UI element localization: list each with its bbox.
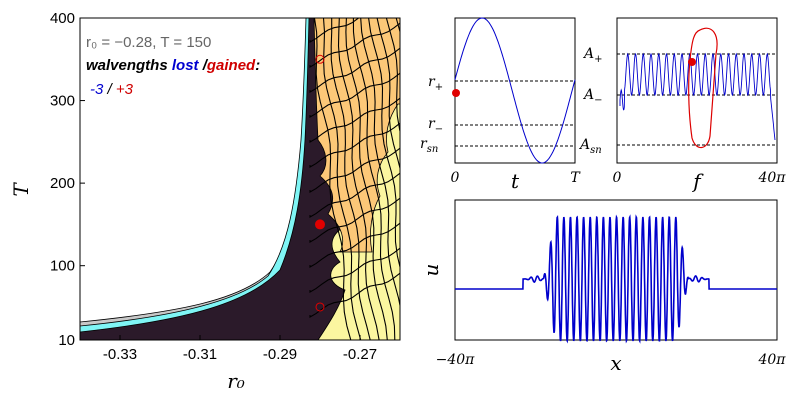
y-axis-label: T — [9, 182, 33, 197]
ramp-profile-panel: r+ r− rsn 0 T t — [420, 17, 581, 193]
xtick-label: -0.27 — [343, 346, 377, 363]
ytick-a-plus: A+ — [582, 46, 603, 65]
ramp-start-marker — [452, 89, 460, 97]
ytick-r-plus: r+ — [428, 74, 443, 93]
boundary-line — [309, 47, 400, 93]
boundary-line — [309, 18, 360, 43]
xtick-40pi: 40π — [757, 170, 786, 186]
amplitude-marker — [688, 58, 696, 66]
xtick-minus-40pi: −40π — [436, 352, 476, 368]
ytick-a-minus: A− — [582, 87, 603, 106]
amplitude-trace-panel: A+ A− Asn 0 40π f — [578, 17, 786, 193]
xtick-label: -0.33 — [103, 346, 137, 363]
ytick-label: 100 — [50, 258, 75, 275]
ramp-curve — [454, 17, 576, 164]
ytick-a-sn: Asn — [578, 137, 602, 156]
amplitude-oscillation — [619, 52, 776, 141]
reference-parameter-marker — [315, 302, 325, 312]
param-annotation: r₀ = −0.28, T = 150 — [86, 34, 211, 51]
region-orange — [313, 18, 400, 253]
existence-region-panel: -0.33 -0.31 -0.29 -0.27 10 100 200 300 400 r₀ = … — [9, 10, 401, 393]
ytick-label: 400 — [50, 10, 75, 27]
boundary-line — [309, 122, 400, 168]
boundary-line — [309, 72, 400, 118]
legend-annotation: walvengths lost /gained: — [86, 57, 260, 74]
boundary-line — [329, 18, 371, 340]
pattern-x-label: x — [610, 351, 621, 375]
xtick-label: -0.31 — [183, 346, 217, 363]
ytick-label: 300 — [50, 93, 75, 110]
boundary-line — [345, 18, 388, 340]
xtick-label: -0.29 — [263, 346, 297, 363]
boundary-line — [309, 247, 400, 293]
xtick-zero: 0 — [451, 170, 460, 186]
amp-x-label: f — [691, 169, 704, 193]
pattern-y-label: u — [419, 264, 443, 277]
ytick-label: 200 — [50, 175, 75, 192]
ytick-r-sn: rsn — [420, 136, 438, 155]
x-axis-label: r₀ — [227, 369, 245, 393]
xtick-T: T — [570, 170, 581, 186]
boundary-line — [309, 97, 400, 143]
ytick-r-minus: r− — [428, 116, 443, 135]
boundary-line — [360, 18, 400, 309]
pattern-curve — [455, 214, 777, 344]
xtick-40pi: 40π — [757, 352, 786, 368]
selected-parameter-marker — [315, 219, 325, 230]
reference-parameter-marker — [315, 54, 325, 64]
boundary-line — [309, 22, 400, 68]
boundary-line — [376, 18, 400, 171]
boundary-line — [352, 18, 396, 340]
legend-values: -3 / +3 — [90, 81, 134, 98]
ramp-x-label: t — [511, 169, 520, 193]
pattern-profile-panel: −40π 40π x u — [419, 199, 786, 375]
boundary-line — [385, 18, 400, 134]
boundary-line — [309, 172, 400, 218]
axis-ticks: -0.33 -0.31 -0.29 -0.27 10 100 200 300 400 — [50, 10, 377, 363]
boundary-line — [309, 147, 400, 193]
ytick-label: 10 — [58, 332, 75, 349]
parameter-markers — [315, 54, 325, 312]
boundary-line — [309, 222, 400, 268]
boundary-line — [309, 197, 400, 243]
wavelength-boundaries — [309, 18, 400, 340]
xtick-zero: 0 — [613, 170, 622, 186]
boundary-line — [395, 18, 400, 35]
